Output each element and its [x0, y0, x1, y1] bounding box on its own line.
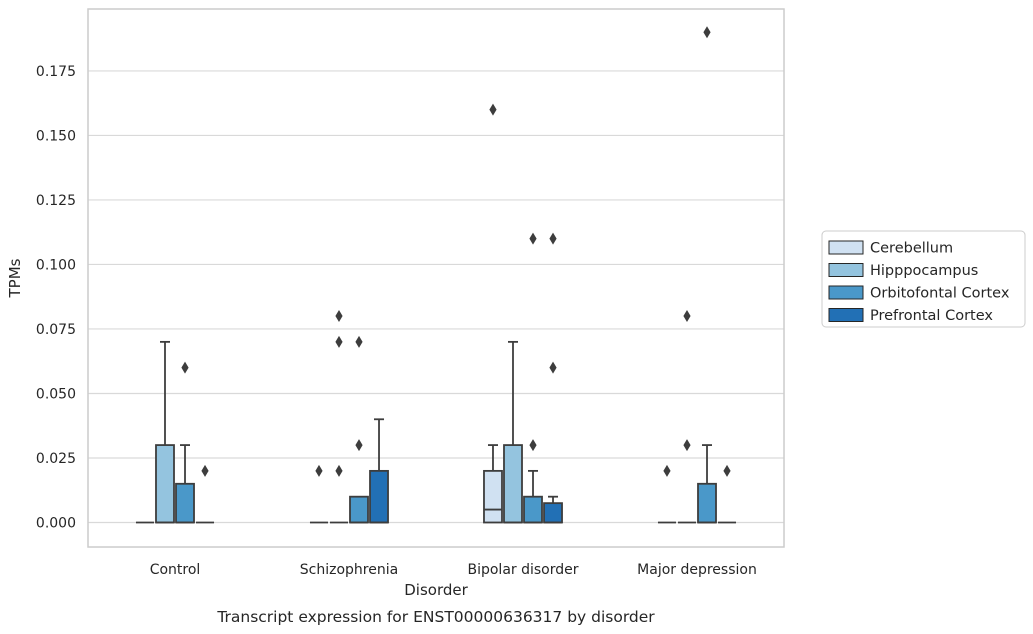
box: [543, 502, 563, 524]
legend: Cerebellum Hipppocampus Orbitofontal Corte…: [821, 230, 1026, 328]
outlier-point: [335, 335, 343, 348]
outlier-point: [549, 232, 557, 245]
legend-label: Hipppocampus: [870, 263, 978, 279]
series-prefrontal-cortex: [196, 232, 737, 524]
outlier-point: [355, 335, 363, 348]
legend-swatch: [828, 240, 864, 255]
box: [697, 482, 717, 524]
legend-item: Orbitofontal Cortex: [828, 285, 1010, 302]
x-tick-label: Major depression: [637, 562, 757, 578]
legend-swatch: [828, 285, 864, 300]
box: [155, 444, 175, 524]
series-hipppocampus: [155, 310, 696, 524]
box: [175, 482, 195, 524]
y-tick-label: 0.075: [36, 322, 76, 338]
x-tick-labels: Control Schizophrenia Bipolar disorder Majo…: [150, 562, 757, 578]
y-tick-label: 0.175: [36, 64, 76, 80]
outlier-point: [683, 310, 691, 323]
box: [349, 495, 369, 524]
outlier-point: [529, 232, 537, 245]
outlier-point: [355, 439, 363, 452]
box: [483, 469, 503, 524]
outlier-point: [489, 103, 497, 116]
outlier-point: [315, 464, 323, 477]
legend-frame: [821, 230, 1026, 328]
outlier-point: [703, 26, 711, 39]
outlier-point: [335, 310, 343, 323]
y-tick-label: 0.000: [36, 515, 76, 531]
outlier-point: [683, 439, 691, 452]
legend-swatch: [828, 263, 864, 277]
box: [503, 444, 523, 524]
series-cerebellum: [135, 103, 676, 524]
y-tick-label: 0.100: [36, 257, 76, 273]
legend-item: Cerebellum: [828, 240, 953, 257]
outlier-point: [549, 361, 557, 374]
outlier-point: [529, 439, 537, 452]
y-tick-label: 0.125: [36, 193, 76, 209]
x-axis-label: Disorder: [404, 581, 468, 599]
y-tick-label: 0.050: [36, 386, 76, 402]
chart-caption: Transcript expression for ENST0000063631…: [216, 608, 655, 626]
outlier-point: [201, 464, 209, 477]
legend-swatch: [828, 308, 864, 322]
y-tick-label: 0.025: [36, 451, 76, 467]
legend-label: Cerebellum: [870, 241, 953, 257]
outlier-point: [723, 464, 731, 477]
outlier-point: [335, 464, 343, 477]
series-orbitofontal-cortex: [175, 26, 717, 524]
legend-label: Orbitofontal Cortex: [870, 286, 1010, 302]
box-plot-series: [135, 26, 737, 524]
legend-item: Hipppocampus: [828, 263, 978, 279]
y-tick-label: 0.150: [36, 128, 76, 144]
y-axis-label: TPMs: [6, 258, 24, 298]
grid-lines: [88, 70, 784, 524]
legend-label: Prefrontal Cortex: [870, 308, 993, 324]
legend-item: Prefrontal Cortex: [828, 308, 993, 324]
x-tick-label: Control: [150, 562, 201, 578]
outlier-point: [663, 464, 671, 477]
y-tick-labels: 0.000 0.025 0.050 0.075 0.100 0.125 0.150 0.175: [36, 64, 76, 532]
x-tick-label: Schizophrenia: [300, 562, 398, 578]
x-tick-label: Bipolar disorder: [467, 562, 578, 578]
outlier-point: [181, 361, 189, 374]
box: [369, 469, 389, 524]
plot-area-frame: [87, 8, 785, 548]
box: [523, 495, 543, 524]
